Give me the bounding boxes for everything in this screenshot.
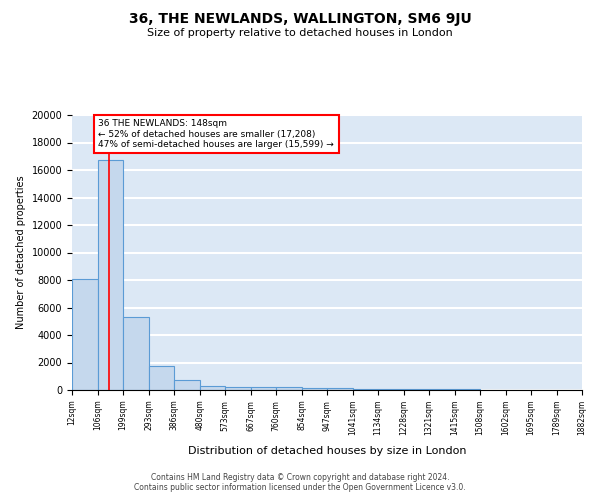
Bar — [378, 389, 404, 390]
Text: Size of property relative to detached houses in London: Size of property relative to detached ho… — [147, 28, 453, 38]
Bar — [123, 317, 149, 390]
Bar — [251, 387, 276, 390]
Bar — [327, 388, 353, 390]
Text: 36, THE NEWLANDS, WALLINGTON, SM6 9JU: 36, THE NEWLANDS, WALLINGTON, SM6 9JU — [128, 12, 472, 26]
Bar — [98, 160, 123, 390]
X-axis label: Distribution of detached houses by size in London: Distribution of detached houses by size … — [188, 446, 466, 456]
Text: 36 THE NEWLANDS: 148sqm
← 52% of detached houses are smaller (17,208)
47% of sem: 36 THE NEWLANDS: 148sqm ← 52% of detache… — [98, 119, 334, 149]
Y-axis label: Number of detached properties: Number of detached properties — [16, 176, 26, 330]
Bar — [276, 387, 302, 390]
Bar — [149, 366, 174, 390]
Bar — [225, 387, 251, 390]
Bar — [353, 388, 378, 390]
Bar — [302, 388, 327, 390]
Bar — [174, 380, 200, 390]
Bar — [404, 389, 429, 390]
Text: Contains HM Land Registry data © Crown copyright and database right 2024.
Contai: Contains HM Land Registry data © Crown c… — [134, 473, 466, 492]
Bar — [200, 386, 225, 390]
Bar — [72, 278, 98, 390]
